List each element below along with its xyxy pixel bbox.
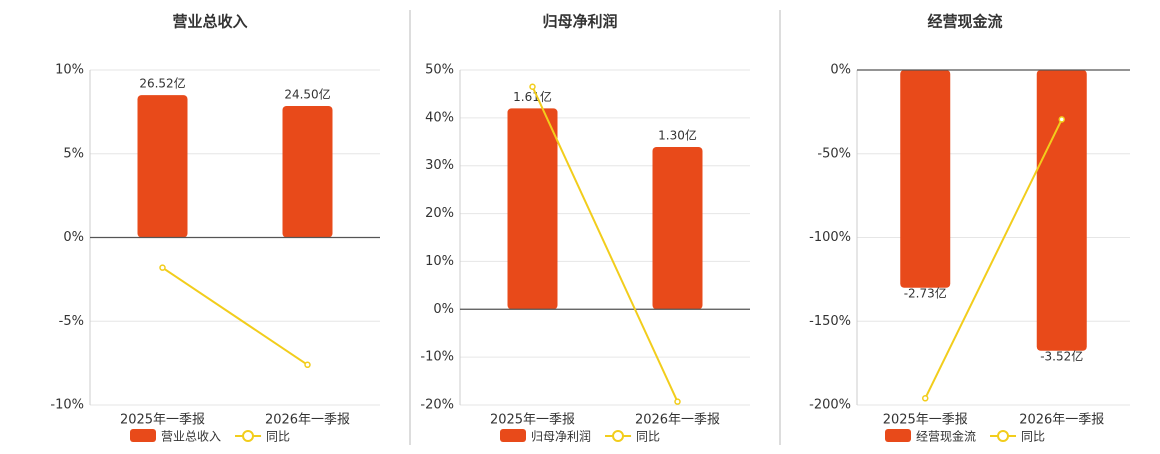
legend-swatch — [612, 430, 625, 442]
x-tick-label: 2025年一季报 — [490, 413, 575, 428]
y-tick-label: -20% — [420, 398, 454, 413]
line-point — [159, 264, 166, 271]
legend-label: 经营现金流 — [916, 429, 976, 444]
y-tick-label: -100% — [809, 230, 851, 245]
y-tick-label: -10% — [50, 398, 84, 413]
y-tick-label: -50% — [817, 146, 851, 161]
y-tick-label: -5% — [59, 314, 84, 329]
line-point — [674, 398, 681, 405]
legend-swatch — [500, 429, 526, 442]
legend-label: 同比 — [266, 430, 290, 444]
y-tick-label: -150% — [809, 314, 851, 329]
line — [531, 86, 679, 403]
legend-swatch — [242, 430, 255, 442]
value-label: 1.61亿 — [513, 89, 552, 104]
legend-label: 营业总收入 — [161, 430, 221, 444]
value-label: -2.73亿 — [904, 285, 947, 300]
legend-swatch — [130, 429, 156, 442]
line — [161, 266, 309, 366]
x-tick-label: 2026年一季报 — [265, 413, 350, 428]
legend-swatch — [885, 429, 911, 442]
bar — [900, 70, 951, 288]
y-tick-label: 20% — [425, 206, 454, 221]
line — [924, 118, 1063, 399]
line-point — [1058, 116, 1065, 123]
x-tick-label: 2026年一季报 — [1019, 413, 1104, 428]
y-tick-label: 0% — [63, 230, 84, 245]
bar — [137, 95, 188, 238]
line-point — [529, 83, 536, 90]
value-label: 26.52亿 — [139, 76, 185, 91]
y-tick-label: 0% — [433, 302, 454, 317]
y-tick-label: -10% — [420, 350, 454, 365]
legend-label: 归母净利润 — [531, 430, 591, 444]
x-tick-label: 2025年一季报 — [120, 413, 205, 428]
y-tick-label: 0% — [830, 63, 851, 78]
bar — [1036, 70, 1087, 351]
y-tick-label: 5% — [63, 146, 84, 161]
bar — [282, 105, 333, 238]
chart-title: 归母净利润 — [542, 13, 617, 31]
legend-swatch — [997, 430, 1010, 442]
bar — [652, 147, 703, 310]
value-label: -3.52亿 — [1040, 348, 1083, 363]
chart-title: 经营现金流 — [927, 13, 1002, 31]
line-point — [922, 395, 929, 402]
y-tick-label: 30% — [425, 158, 454, 173]
legend-label: 同比 — [1021, 430, 1045, 444]
chart-title: 营业总收入 — [172, 13, 247, 31]
x-tick-label: 2026年一季报 — [635, 413, 720, 428]
legend-label: 同比 — [636, 430, 660, 444]
line-point — [304, 361, 311, 369]
y-tick-label: 10% — [55, 63, 84, 78]
y-tick-label: 10% — [425, 254, 454, 269]
y-tick-label: 50% — [425, 63, 454, 78]
y-tick-label: 40% — [425, 110, 454, 125]
x-tick-label: 2025年一季报 — [883, 413, 968, 428]
value-label: 24.50亿 — [284, 86, 330, 101]
value-label: 1.30亿 — [658, 128, 697, 143]
bar — [507, 108, 558, 310]
y-tick-label: -200% — [809, 398, 851, 413]
